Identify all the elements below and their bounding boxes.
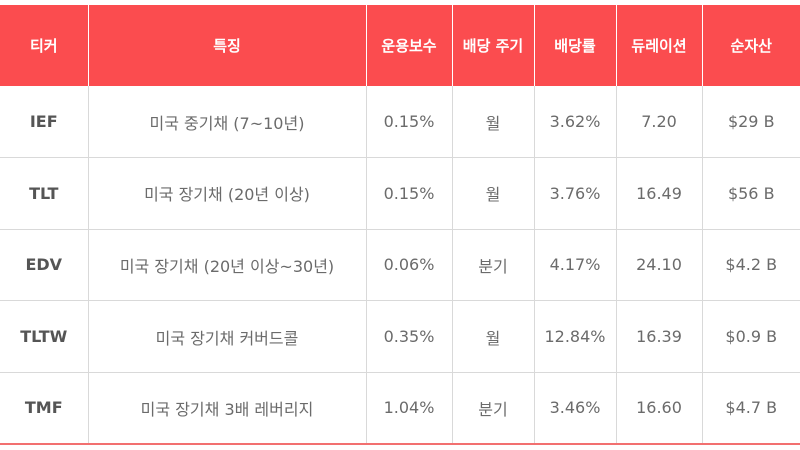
cell-dividend-yield: 3.46% — [533, 372, 616, 445]
header-expense-ratio: 운용보수 — [365, 5, 452, 86]
header-ticker: 티커 — [0, 5, 88, 86]
cell-duration: 7.20 — [615, 86, 702, 159]
cell-expense-ratio: 0.35% — [365, 300, 452, 373]
table-body: IEF 미국 중기채 (7~10년) 0.15% 월 3.62% 7.20 $2… — [0, 86, 800, 445]
cell-dividend-frequency: 분기 — [451, 372, 534, 445]
cell-dividend-yield: 3.62% — [533, 86, 616, 159]
cell-ticker: IEF — [0, 86, 88, 159]
header-dividend-frequency: 배당 주기 — [451, 5, 534, 86]
header-duration: 듀레이션 — [615, 5, 702, 86]
cell-ticker: EDV — [0, 229, 88, 302]
cell-dividend-frequency: 월 — [451, 157, 534, 230]
cell-expense-ratio: 0.06% — [365, 229, 452, 302]
cell-dividend-yield: 12.84% — [533, 300, 616, 373]
cell-net-assets: $56 B — [701, 157, 800, 230]
table-row: TLTW 미국 장기채 커버드콜 0.35% 월 12.84% 16.39 $0… — [0, 300, 800, 373]
cell-feature: 미국 장기채 커버드콜 — [87, 300, 366, 373]
cell-feature: 미국 장기채 3배 레버리지 — [87, 372, 366, 445]
table-row: EDV 미국 장기채 (20년 이상~30년) 0.06% 분기 4.17% 2… — [0, 229, 800, 302]
header-feature: 특징 — [87, 5, 366, 86]
table-row: TMF 미국 장기채 3배 레버리지 1.04% 분기 3.46% 16.60 … — [0, 372, 800, 445]
cell-net-assets: $4.7 B — [701, 372, 800, 445]
cell-net-assets: $29 B — [701, 86, 800, 159]
header-net-assets: 순자산 — [701, 5, 800, 86]
cell-expense-ratio: 0.15% — [365, 86, 452, 159]
cell-dividend-frequency: 분기 — [451, 229, 534, 302]
cell-ticker: TLT — [0, 157, 88, 230]
cell-duration: 16.60 — [615, 372, 702, 445]
cell-expense-ratio: 1.04% — [365, 372, 452, 445]
header-dividend-yield: 배당률 — [533, 5, 616, 86]
header-row: 티커 특징 운용보수 배당 주기 배당률 듀레이션 순자산 — [0, 5, 800, 86]
cell-duration: 24.10 — [615, 229, 702, 302]
cell-expense-ratio: 0.15% — [365, 157, 452, 230]
cell-feature: 미국 장기채 (20년 이상) — [87, 157, 366, 230]
cell-net-assets: $4.2 B — [701, 229, 800, 302]
table-header: 티커 특징 운용보수 배당 주기 배당률 듀레이션 순자산 — [0, 5, 800, 86]
cell-dividend-frequency: 월 — [451, 300, 534, 373]
cell-ticker: TLTW — [0, 300, 88, 373]
cell-duration: 16.49 — [615, 157, 702, 230]
cell-dividend-yield: 4.17% — [533, 229, 616, 302]
etf-comparison-table: 티커 특징 운용보수 배당 주기 배당률 듀레이션 순자산 IEF 미국 중기채… — [0, 5, 800, 445]
table-row: TLT 미국 장기채 (20년 이상) 0.15% 월 3.76% 16.49 … — [0, 157, 800, 230]
table-row: IEF 미국 중기채 (7~10년) 0.15% 월 3.62% 7.20 $2… — [0, 86, 800, 159]
cell-dividend-yield: 3.76% — [533, 157, 616, 230]
cell-net-assets: $0.9 B — [701, 300, 800, 373]
cell-feature: 미국 장기채 (20년 이상~30년) — [87, 229, 366, 302]
cell-ticker: TMF — [0, 372, 88, 445]
cell-feature: 미국 중기채 (7~10년) — [87, 86, 366, 159]
cell-duration: 16.39 — [615, 300, 702, 373]
cell-dividend-frequency: 월 — [451, 86, 534, 159]
